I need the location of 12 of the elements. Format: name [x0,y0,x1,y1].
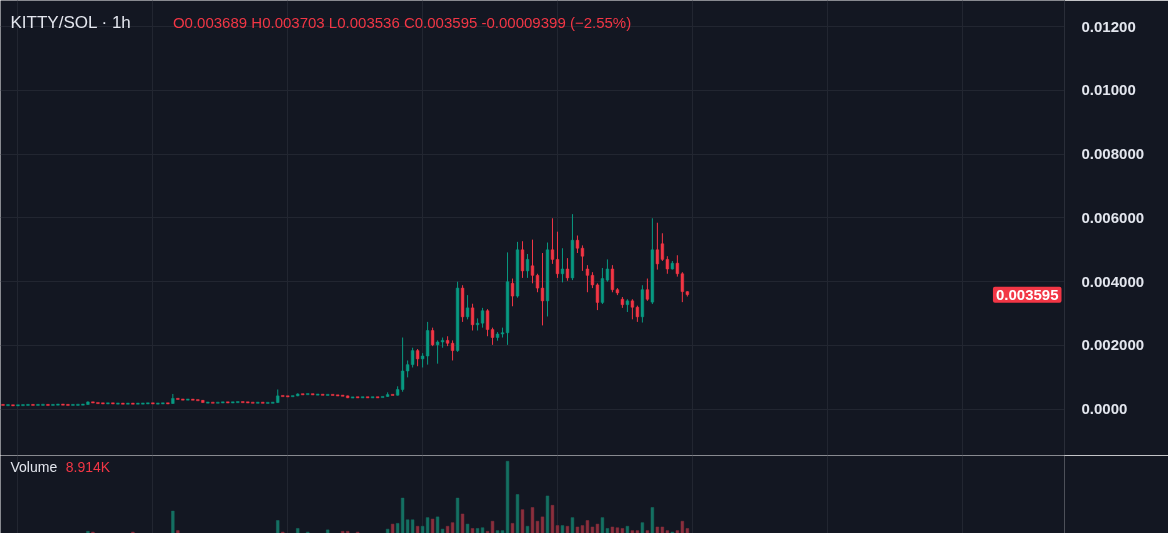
text: KITTY/SOL · 1h [10,13,131,32]
y-tick-label: 0.004000 [1081,272,1145,290]
chart-title: Volume [10,458,58,475]
y-tick-label: 0.01200 [1081,17,1136,35]
annotation: 8.914K [65,458,111,475]
y-tick-label: 0.002000 [1081,336,1145,354]
y-tick-label: 0.008000 [1081,145,1145,163]
annotation: O0.003689 H0.003703 L0.003536 C0.003595 -0.00009399 (−2.55%) [172,14,632,31]
y-tick-label: 0.01000 [1081,81,1136,99]
annotation: 0.003595 [995,285,1059,303]
y-tick-label: 0.006000 [1081,208,1145,226]
y-tick-label: 0.0000 [1081,400,1128,418]
